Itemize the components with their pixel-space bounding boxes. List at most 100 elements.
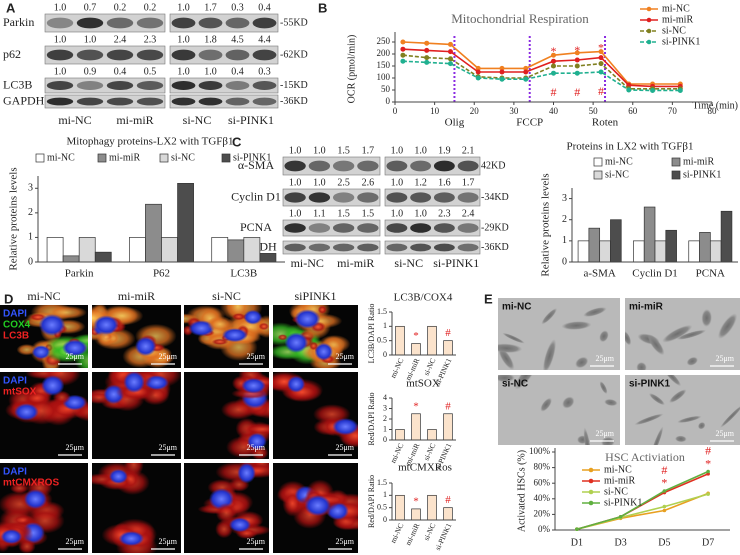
blot-band <box>76 49 104 61</box>
phase-image <box>625 298 740 370</box>
cell-shape <box>601 436 615 445</box>
data-point <box>523 65 529 71</box>
legend-swatch <box>671 170 681 180</box>
legend-marker <box>646 6 652 12</box>
data-point <box>424 55 430 61</box>
y-tick-label: 4 <box>383 393 387 402</box>
blot-band <box>46 49 74 61</box>
ratio-label: 0.9 <box>84 66 97 77</box>
y-tick-label: 3 <box>383 403 387 412</box>
column-label: si-NC <box>212 289 241 303</box>
bar <box>427 429 437 441</box>
image-label: mi-miR <box>629 302 664 313</box>
y-axis-label: Activated HSCs (%) <box>516 450 527 532</box>
bar <box>46 237 64 263</box>
nucleus <box>62 339 88 357</box>
blot-band <box>284 192 306 203</box>
y-tick-label: 3 <box>28 183 33 194</box>
blot-strip <box>384 240 481 255</box>
blot-band <box>284 160 306 172</box>
puncta <box>277 334 288 341</box>
column-label: mi-NC <box>27 289 60 303</box>
ratio-label: 1.1 <box>313 208 326 219</box>
chart-title: mtSOX <box>406 378 440 390</box>
legend-swatch <box>593 157 603 167</box>
nucleus <box>284 332 309 353</box>
y-tick-label: 20% <box>534 508 551 518</box>
blot-band <box>76 97 104 106</box>
legend-label: si-PINK1 <box>662 36 700 47</box>
ratio-label: 2.5 <box>337 177 350 188</box>
panel-label: A <box>6 0 16 15</box>
ratio-label: 1.6 <box>438 177 451 188</box>
blot-band <box>332 223 355 233</box>
ratio-label: 1.0 <box>204 66 217 77</box>
blot-band <box>225 97 250 106</box>
y-tick-label: 3 <box>562 193 567 204</box>
data-point <box>662 508 667 513</box>
chart-title: Mitochondrial Respiration <box>451 11 589 26</box>
stain-label: mtSOX <box>3 387 37 398</box>
protein-label: p62 <box>3 47 21 61</box>
blot-strip <box>44 13 166 33</box>
ratio-label: 1.0 <box>289 177 302 188</box>
x-tick-label: 80 <box>708 106 718 116</box>
micrograph <box>273 463 358 553</box>
blot-band <box>252 81 277 90</box>
significance-marker: # <box>445 400 451 412</box>
ratio-label: 1.7 <box>362 145 375 156</box>
bar <box>610 219 622 263</box>
y-tick-label: 250 <box>377 36 391 46</box>
legend-label: mi-miR <box>109 152 140 163</box>
bar <box>643 206 656 263</box>
blot-strip <box>282 188 381 207</box>
lane-label: si-PINK1 <box>433 256 479 270</box>
y-axis-label: Relative proteins levels <box>540 173 552 276</box>
x-tick-label: D5 <box>658 537 670 548</box>
nucleus <box>93 315 119 335</box>
y-tick-label: 0 <box>383 350 387 359</box>
bar <box>633 240 645 263</box>
legend-marker <box>588 500 594 506</box>
data-point <box>626 87 632 93</box>
cell-shape <box>561 321 592 330</box>
nucleus <box>287 375 306 393</box>
chart-title: HSC Activiation <box>605 450 685 464</box>
bar <box>443 340 453 356</box>
chart-title: LC3B/COX4 <box>394 292 453 304</box>
data-point <box>598 61 604 67</box>
y-tick-label: 0 <box>383 515 387 524</box>
series-line <box>402 60 681 92</box>
x-tick-label: Parkin <box>65 268 94 280</box>
blot-band <box>252 17 277 29</box>
ratio-label: 1.2 <box>414 177 427 188</box>
significance-marker: * <box>574 43 580 57</box>
nucleus <box>304 494 331 517</box>
cytoplasm <box>215 502 237 524</box>
bar <box>665 229 677 263</box>
y-tick-label: 1 <box>562 235 567 246</box>
legend-label: mi-miR <box>662 14 693 25</box>
blot-band <box>357 160 379 172</box>
blot-band <box>457 160 479 172</box>
panel-label: B <box>318 0 327 15</box>
legend-label: si-NC <box>605 169 629 180</box>
ratio-label: 1.0 <box>391 145 404 156</box>
scale-label: 25μm <box>158 537 177 546</box>
cell-shape <box>541 308 558 325</box>
significance-marker: # <box>445 327 451 339</box>
micrograph <box>92 305 181 368</box>
x-tick-label: D7 <box>702 537 714 548</box>
bar <box>599 240 611 263</box>
chart-title: Proteins in LX2 with TGFβ1 <box>566 141 693 153</box>
ratio-label: 0.4 <box>114 66 127 77</box>
puncta <box>258 322 269 331</box>
legend-marker <box>588 478 594 484</box>
bar <box>129 237 146 263</box>
bar <box>227 239 245 263</box>
blot-strip <box>44 94 166 109</box>
x-tick-label: a-SMA <box>583 268 615 280</box>
scale-label: 25μm <box>65 443 84 452</box>
image-label: mi-NC <box>502 302 531 313</box>
